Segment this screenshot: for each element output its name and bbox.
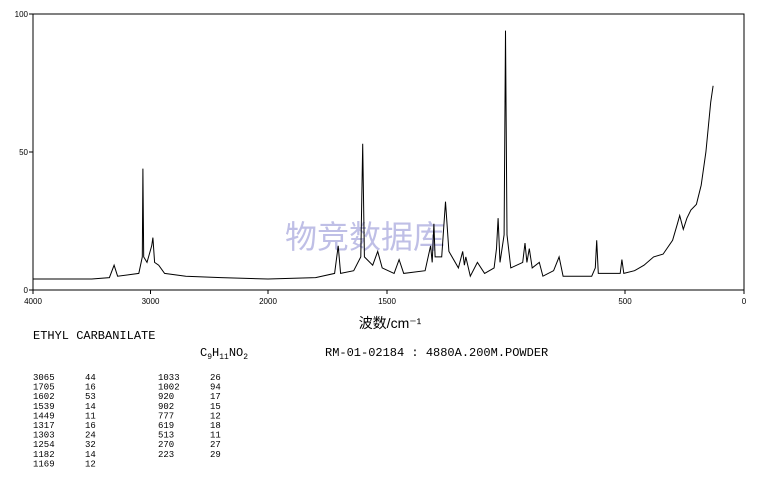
peak-intensity: 32 <box>85 440 96 450</box>
peak-wavenumber: 1705 <box>33 383 55 393</box>
peak-wavenumber: 1303 <box>33 431 55 441</box>
y-tick-label: 50 <box>19 148 28 157</box>
formula-part: 11 <box>219 353 229 362</box>
x-tick-label: 3000 <box>142 297 160 306</box>
x-tick-label: 1500 <box>378 297 396 306</box>
peak-wavenumber: 1602 <box>33 392 55 402</box>
peak-intensity: 12 <box>85 459 96 469</box>
peak-intensity: 16 <box>85 421 96 431</box>
formula: C9H11NO2 <box>200 346 248 362</box>
watermark: 物竞数据库 <box>285 219 445 255</box>
formula-part: C <box>200 346 207 360</box>
peak-intensity: 27 <box>210 440 221 450</box>
peak-wavenumber: 902 <box>158 402 174 412</box>
peak-wavenumber: 1182 <box>33 450 55 460</box>
peak-wavenumber: 513 <box>158 431 174 441</box>
peak-wavenumber: 619 <box>158 421 174 431</box>
peak-intensity: 16 <box>85 383 96 393</box>
compound-name: ETHYL CARBANILATE <box>33 329 155 343</box>
x-tick-label: 500 <box>618 297 632 306</box>
y-tick-label: 0 <box>24 286 29 295</box>
peak-intensity: 94 <box>210 383 221 393</box>
peak-intensity: 29 <box>210 450 221 460</box>
peak-intensity: 18 <box>210 421 221 431</box>
peak-intensity: 17 <box>210 392 221 402</box>
peak-intensity: 11 <box>85 411 96 421</box>
formula-part: H <box>212 346 219 360</box>
formula-part: 9 <box>207 353 212 362</box>
formula-part: NO <box>229 346 243 360</box>
peak-intensity: 24 <box>85 431 96 441</box>
peak-intensity: 26 <box>210 373 221 383</box>
peak-wavenumber: 1317 <box>33 421 55 431</box>
x-axis-label: 波数/cm⁻¹ <box>359 315 422 331</box>
peak-intensity: 11 <box>210 431 221 441</box>
peak-wavenumber: 777 <box>158 411 174 421</box>
peak-wavenumber: 223 <box>158 450 174 460</box>
peak-intensity: 14 <box>85 402 96 412</box>
peak-wavenumber: 1539 <box>33 402 55 412</box>
peak-wavenumber: 1254 <box>33 440 55 450</box>
x-tick-label: 4000 <box>24 297 42 306</box>
peak-wavenumber: 1169 <box>33 459 55 469</box>
peak-intensity: 12 <box>210 411 221 421</box>
y-tick-label: 100 <box>15 10 29 19</box>
peak-wavenumber: 3065 <box>33 373 55 383</box>
sample-info: RM-01-02184 : 4880A.200M.POWDER <box>325 346 548 360</box>
peak-intensity: 53 <box>85 392 96 402</box>
peak-wavenumber: 1033 <box>158 373 180 383</box>
peak-intensity: 44 <box>85 373 96 383</box>
peak-intensity: 14 <box>85 450 96 460</box>
peak-wavenumber: 920 <box>158 392 174 402</box>
peak-wavenumber: 1002 <box>158 383 180 393</box>
formula-part: 2 <box>243 353 248 362</box>
peak-wavenumber: 1449 <box>33 411 55 421</box>
x-tick-label: 0 <box>742 297 747 306</box>
peak-intensity: 15 <box>210 402 221 412</box>
spectrum-line <box>33 30 714 280</box>
x-tick-label: 2000 <box>259 297 277 306</box>
peak-wavenumber: 270 <box>158 440 174 450</box>
